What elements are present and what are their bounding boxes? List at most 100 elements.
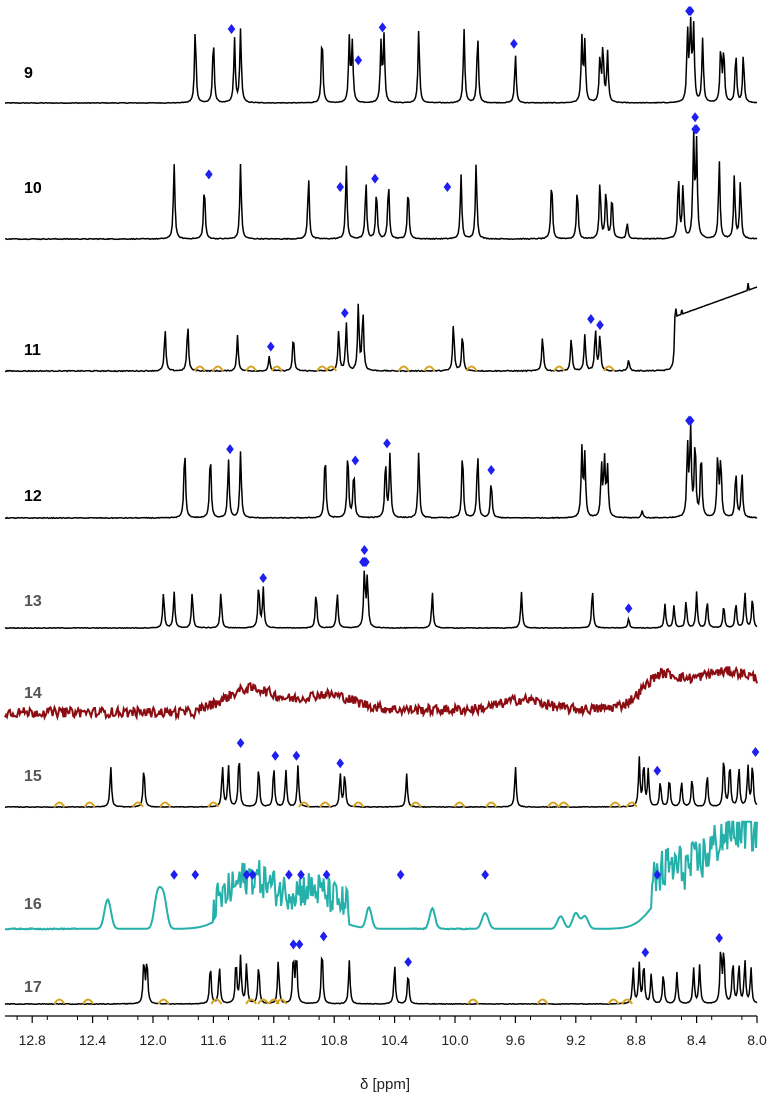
highlight-segment-15-6 (319, 801, 331, 808)
highlight-segment-11-0 (193, 365, 206, 372)
peak-marker-10-6 (691, 112, 699, 123)
x-tick-label-4: 11.2 (261, 1032, 287, 1048)
highlight-segment-11-3 (270, 365, 283, 372)
highlight-segment-15-1 (83, 801, 96, 808)
x-tick-label-11: 8.4 (687, 1032, 707, 1048)
highlight-segment-15-5 (298, 801, 310, 808)
spectrum-trace-11 (4, 282, 758, 373)
highlight-segment-17-2 (157, 998, 170, 1005)
peak-marker-9-5 (685, 6, 693, 16)
peak-marker-17-1 (295, 939, 304, 950)
peak-marker-15-5 (751, 747, 760, 757)
spectrum-label-11: 11 (24, 342, 41, 359)
peak-marker-10-5 (692, 124, 701, 135)
peak-marker-16-4 (285, 869, 293, 880)
x-tick-label-12: 8.0 (747, 1032, 767, 1048)
highlight-segment-15-12 (557, 801, 570, 808)
highlight-segment-17-4 (245, 998, 257, 1005)
spectrum-trace-13 (4, 570, 758, 630)
peak-marker-12-2 (383, 438, 391, 449)
peak-marker-11-1 (341, 308, 349, 318)
peak-marker-9-1 (378, 22, 387, 33)
x-tick-label-6: 10.4 (381, 1032, 408, 1048)
x-axis-ticks: 12.8 12.4 12.0 11.6 11.2 10.8 10.4 10.0 9.6 9.2 8.… (16, 1016, 767, 1048)
spectrum-label-13: 13 (24, 593, 42, 610)
x-tick-label-0: 12.8 (19, 1032, 46, 1048)
x-tick-label-1: 12.4 (79, 1032, 106, 1048)
highlight-segment-17-11 (621, 998, 633, 1005)
x-tick-label-7: 10.0 (441, 1032, 468, 1048)
spectrum-labels: 9 10 11 12 13 14 15 16 17 (24, 65, 42, 996)
peak-marker-12-1 (351, 455, 360, 466)
spectra-traces (4, 16, 758, 1006)
highlight-segment-17-8 (467, 998, 479, 1005)
highlight-segment-11-5 (325, 365, 338, 372)
x-tick-label-2: 12.0 (139, 1032, 166, 1048)
peak-marker-15-1 (271, 750, 280, 761)
highlight-segment-11-7 (423, 365, 436, 372)
highlight-segment-17-3 (210, 998, 223, 1005)
spectrum-label-10: 10 (24, 180, 42, 197)
highlight-segment-17-1 (82, 998, 94, 1005)
peak-marker-10-1 (336, 182, 344, 192)
highlight-segment-11-2 (245, 365, 257, 372)
x-tick-label-5: 10.8 (321, 1032, 348, 1048)
peak-marker-16-1 (191, 869, 200, 880)
spectrum-label-17: 17 (24, 979, 42, 996)
highlight-segment-17-9 (536, 998, 549, 1005)
spectrum-trace-10 (4, 131, 758, 241)
spectrum-label-9: 9 (24, 65, 33, 82)
peak-marker-16-6 (322, 869, 331, 880)
peak-marker-9-3 (510, 38, 518, 49)
peak-markers (170, 6, 760, 967)
highlight-segment-15-7 (352, 801, 365, 808)
peak-marker-13-5 (624, 603, 633, 614)
peak-marker-13-3 (360, 545, 369, 555)
peak-marker-15-4 (653, 765, 662, 776)
highlight-segment-17-10 (607, 998, 620, 1005)
highlight-segment-11-8 (465, 365, 478, 372)
highlight-segment-15-3 (159, 801, 171, 808)
peak-marker-12-3 (487, 465, 495, 475)
highlight-segment-15-14 (625, 801, 638, 808)
spectrum-label-15: 15 (24, 768, 42, 785)
peak-marker-12-0 (226, 444, 234, 455)
peak-marker-16-9 (653, 869, 662, 880)
x-tick-label-3: 11.6 (200, 1032, 226, 1048)
x-tick-label-10: 8.8 (626, 1032, 646, 1048)
peak-marker-16-8 (481, 869, 489, 880)
spectrum-label-12: 12 (24, 488, 42, 505)
spectrum-trace-17 (4, 951, 758, 1006)
highlight-segment-15-0 (53, 801, 66, 808)
highlight-segment-11-6 (397, 365, 410, 372)
peak-marker-11-0 (267, 341, 275, 352)
peak-marker-17-5 (715, 933, 723, 943)
spectrum-label-16: 16 (24, 896, 42, 913)
spectrum-label-14: 14 (24, 685, 42, 702)
highlight-segment-15-11 (547, 801, 559, 808)
highlight-segment-15-10 (485, 801, 498, 808)
highlight-segment-15-9 (453, 801, 466, 808)
x-tick-label-9: 9.2 (566, 1032, 586, 1048)
peak-marker-9-2 (354, 55, 363, 66)
peak-marker-13-0 (259, 573, 267, 583)
highlight-segment-11-10 (603, 365, 615, 372)
peak-marker-13-4 (362, 557, 370, 567)
peak-marker-12-5 (686, 415, 695, 426)
peak-marker-17-4 (641, 947, 650, 958)
peak-marker-17-3 (404, 957, 412, 967)
spectrum-trace-12 (4, 423, 758, 520)
spectrum-trace-15 (4, 756, 758, 809)
spectrum-trace-14 (4, 665, 758, 722)
x-tick-label-8: 9.6 (506, 1032, 526, 1048)
peak-marker-11-3 (596, 320, 604, 330)
highlight-segment-17-5 (257, 998, 270, 1005)
x-axis: 12.8 12.4 12.0 11.6 11.2 10.8 10.4 10.0 9.6 9.2 8.… (5, 1015, 767, 1093)
peak-marker-10-2 (371, 173, 379, 184)
peak-marker-16-7 (396, 869, 405, 880)
peak-marker-16-3 (248, 869, 257, 880)
peak-marker-16-5 (297, 869, 305, 880)
peak-marker-17-2 (319, 931, 328, 942)
peak-marker-10-0 (205, 169, 213, 180)
